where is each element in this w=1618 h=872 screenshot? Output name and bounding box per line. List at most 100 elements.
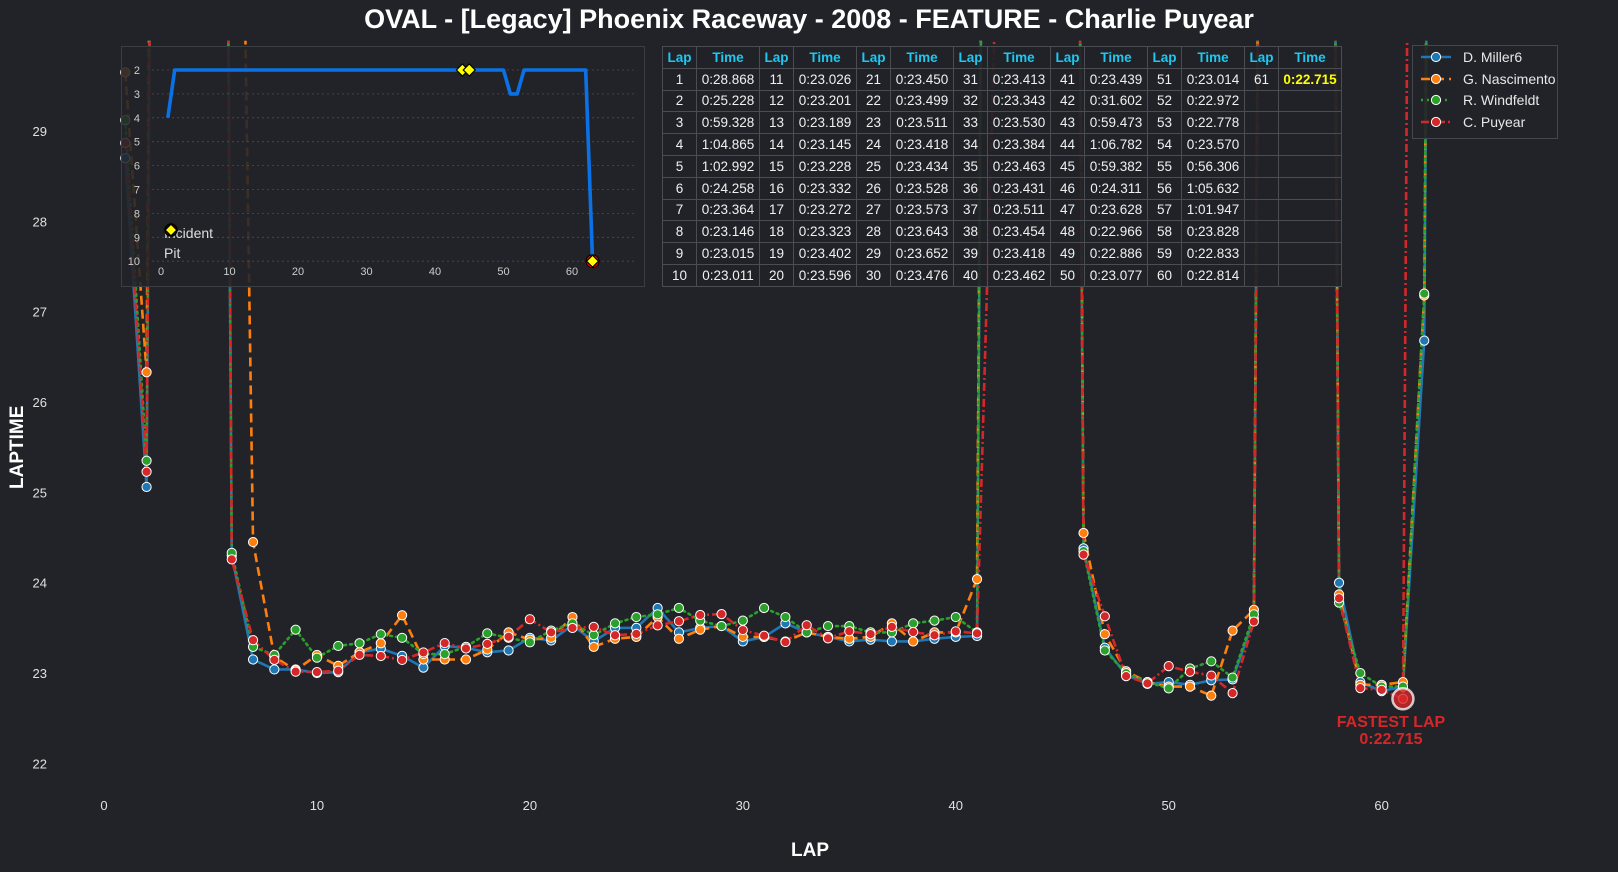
lap-number-cell: 29: [856, 242, 891, 265]
table-row: 3 0:59.328 13 0:23.189 23 0:23.511 33 0:23.530 4…: [662, 111, 1342, 135]
data-point: [609, 630, 621, 641]
data-point: [397, 632, 408, 643]
data-point: [780, 636, 791, 648]
x-axis-label: LAP: [791, 840, 829, 861]
lap-number-cell: 28: [856, 220, 891, 244]
y-tick-label: 25: [33, 485, 47, 500]
position-line: [166, 68, 595, 262]
legend-line-marker-icon: [1421, 116, 1451, 127]
chart-title: OVAL - [Legacy] Phoenix Raceway - 2008 -…: [364, 4, 1254, 34]
lap-time-cell: 1:01.947: [1181, 198, 1245, 222]
data-point: [226, 554, 237, 565]
lap-time-cell: 0:23.272: [793, 198, 857, 222]
lap-time-cell: 0:23.015: [696, 242, 760, 265]
data-point: [737, 624, 748, 636]
inset-x-tick-label: 0: [158, 266, 164, 278]
lap-time-cell: 0:22.833: [1181, 242, 1245, 265]
data-point: [908, 636, 919, 647]
lap-number-cell: 56: [1147, 176, 1182, 200]
inset-y-tick-label: 9: [134, 232, 140, 244]
lap-number-cell: [1244, 133, 1279, 156]
lap-time-cell: 0:22.715: [1278, 67, 1342, 91]
lap-time-cell: 0:23.014: [1181, 67, 1245, 91]
data-point: [631, 628, 642, 639]
lap-number-cell: 61: [1244, 67, 1279, 91]
lap-number-cell: 21: [856, 67, 891, 91]
lap-time-cell: 0:23.462: [987, 263, 1051, 287]
lap-number-cell: 5: [662, 154, 697, 178]
lap-number-cell: [1244, 111, 1279, 135]
inset-y-tick-label: 5: [134, 137, 140, 149]
lap-number-cell: 60: [1147, 263, 1182, 287]
data-point: [1163, 660, 1174, 672]
data-point: [1099, 611, 1110, 622]
y-axis-label: LAPTIME: [7, 405, 28, 489]
column-header: Time: [1278, 46, 1342, 69]
data-point: [822, 620, 834, 632]
lap-time-cell: [1278, 111, 1342, 135]
data-point: [695, 624, 706, 635]
data-point: [716, 620, 727, 632]
data-point: [1227, 625, 1238, 636]
table-row: 8 0:23.146 18 0:23.323 28 0:23.643 38 0:23.454 4…: [662, 220, 1342, 244]
lap-number-cell: 41: [1050, 67, 1085, 91]
lap-number-cell: 1: [662, 67, 697, 91]
data-point: [1355, 667, 1366, 679]
data-point: [567, 622, 578, 634]
lap-number-cell: 3: [662, 111, 697, 135]
inset-y-tick-label: 6: [134, 161, 140, 173]
lap-number-cell: 38: [953, 220, 988, 244]
lap-number-cell: 48: [1050, 220, 1085, 244]
data-point: [908, 626, 919, 638]
data-point: [269, 664, 280, 675]
position-inset-chart: 2 3 4 5 6 7 8 9 10 0 10 20 30 40 50 60 Incident Pit: [121, 46, 645, 287]
data-point: [950, 611, 961, 623]
lap-number-cell: 10: [662, 263, 697, 287]
data-point: [1333, 593, 1345, 604]
position-inset-plot: 2 3 4 5 6 7 8 9 10 0 10 20 30 40 50 60: [128, 63, 637, 278]
data-point: [1227, 688, 1238, 699]
lap-time-cell: 0:23.332: [793, 176, 857, 200]
lap-number-cell: 4: [662, 133, 697, 156]
lap-time-cell: [1278, 176, 1342, 200]
data-point: [439, 648, 450, 660]
inset-x-tick-label: 50: [497, 266, 509, 278]
column-header: Time: [793, 46, 857, 69]
data-point: [141, 466, 152, 477]
lap-time-cell: [1278, 220, 1342, 244]
lap-time-cell: 0:24.258: [696, 176, 760, 200]
data-point: [759, 602, 770, 614]
data-point: [354, 649, 365, 660]
lap-time-cell: 0:23.146: [696, 220, 760, 244]
lap-time-cell: 0:59.382: [1084, 154, 1148, 178]
lap-number-cell: 23: [856, 111, 891, 135]
lap-number-cell: 43: [1050, 111, 1085, 135]
data-point: [1376, 684, 1387, 695]
lap-number-cell: 30: [856, 263, 891, 287]
lap-number-cell: [1244, 242, 1279, 265]
data-point: [290, 666, 301, 677]
x-tick-label: 50: [1161, 798, 1175, 813]
lap-number-cell: 16: [759, 176, 794, 200]
lap-time-cell: [1278, 133, 1342, 156]
series-line-r-windfeldt: [123, 40, 1428, 690]
lap-time-cell: [1278, 263, 1342, 287]
lap-time-cell: 0:23.530: [987, 111, 1051, 135]
lap-number-cell: [1244, 89, 1279, 113]
lap-time-cell: 0:23.145: [793, 133, 857, 156]
data-point: [439, 637, 450, 649]
data-point: [652, 609, 663, 620]
data-point: [482, 638, 493, 649]
lap-time-cell: 0:23.077: [1084, 263, 1148, 287]
legend-line-marker-icon: [1421, 52, 1451, 63]
data-point: [460, 643, 472, 654]
data-point: [929, 615, 940, 626]
lap-time-cell: 0:23.570: [1181, 133, 1245, 156]
data-point: [375, 650, 386, 662]
inset-y-tick-label: 7: [134, 185, 140, 197]
data-point: [929, 630, 940, 641]
data-point: [269, 654, 280, 665]
data-point: [141, 367, 152, 378]
lap-time-cell: 0:23.323: [793, 220, 857, 244]
data-point: [247, 654, 259, 665]
